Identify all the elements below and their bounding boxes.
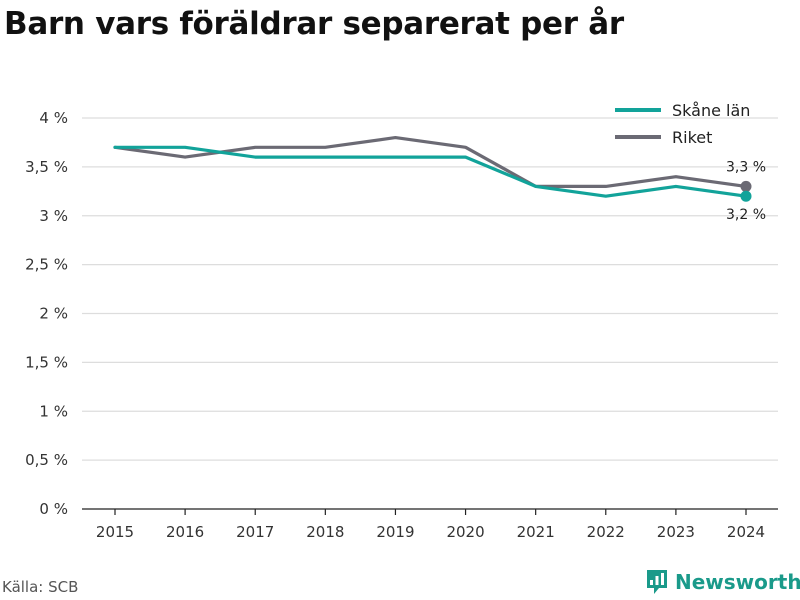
series-line-riket <box>113 136 748 188</box>
x-tick-label: 2021 <box>517 523 555 541</box>
x-tick-label: 2019 <box>376 523 414 541</box>
legend: Skåne län Riket <box>615 101 750 147</box>
x-tick-label: 2016 <box>166 523 204 541</box>
y-tick-label: 1,5 % <box>25 353 68 371</box>
end-label-riket: 3,3 % <box>726 159 766 175</box>
legend-label-riket: Riket <box>672 128 712 147</box>
chart-title: Barn vars föräldrar separerat per år <box>4 6 624 42</box>
grid-lines <box>82 117 778 461</box>
x-tick-label: 2024 <box>727 523 765 541</box>
series-end-point-riket <box>740 180 752 192</box>
end-label-skane: 3,2 % <box>726 207 766 223</box>
end-labels: 3,3 % 3,2 % <box>726 159 766 223</box>
x-tick-label: 2015 <box>96 523 134 541</box>
x-tick-label: 2022 <box>587 523 625 541</box>
x-axis: 2015 2016 2017 2018 2019 2020 2021 2022 2023 2024 <box>82 508 778 541</box>
series-lines <box>113 136 752 202</box>
x-tick-label: 2018 <box>306 523 344 541</box>
y-tick-label: 4 % <box>39 109 68 127</box>
legend-label-skane: Skåne län <box>672 101 750 120</box>
newsworthy-logo-icon <box>647 570 667 594</box>
series-line-skane <box>113 145 748 198</box>
y-axis: 0 % 0,5 % 1 % 1,5 % 2 % 2,5 % 3 % 3,5 % 4 % <box>25 109 68 518</box>
y-tick-label: 3 % <box>39 207 68 225</box>
x-tick-label: 2020 <box>446 523 484 541</box>
y-tick-label: 0 % <box>39 500 68 518</box>
y-tick-label: 2 % <box>39 305 68 323</box>
brand-logo[interactable]: Newsworthy <box>645 568 800 596</box>
series-end-point-skane <box>740 190 752 202</box>
brand-name: Newsworthy <box>675 570 800 594</box>
x-tick-label: 2017 <box>236 523 274 541</box>
y-tick-label: 2,5 % <box>25 256 68 274</box>
y-tick-label: 3,5 % <box>25 158 68 176</box>
x-tick-label: 2023 <box>657 523 695 541</box>
y-tick-label: 1 % <box>39 402 68 420</box>
source-note: Källa: SCB <box>2 578 79 596</box>
y-tick-label: 0,5 % <box>25 451 68 469</box>
